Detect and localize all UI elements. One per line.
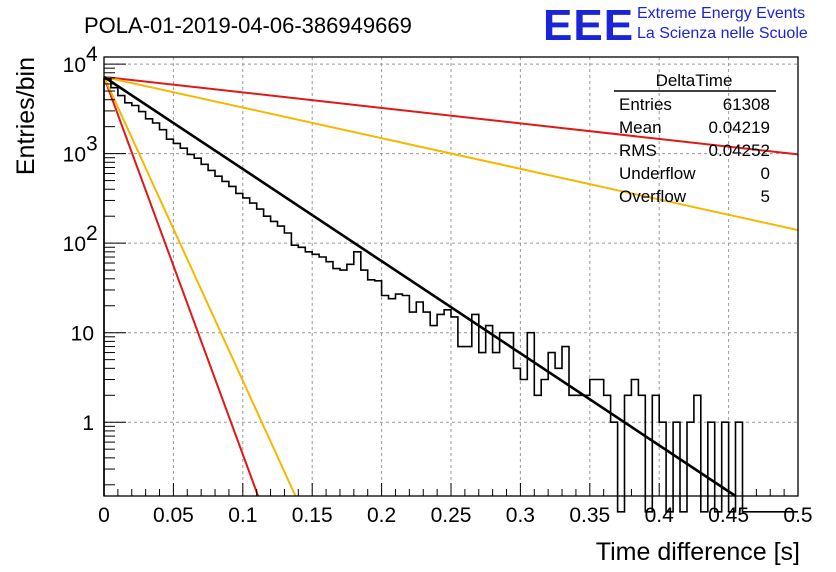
x-tick-label: 0 <box>98 504 110 527</box>
x-tick-label: 0.25 <box>431 504 472 527</box>
stats-row-value: 0.04219 <box>709 118 770 137</box>
y-tick-label: 10 <box>63 54 86 77</box>
stats-row-value: 61308 <box>723 95 770 114</box>
y-tick-label: 10 <box>63 233 86 256</box>
x-tick-label: 0.3 <box>506 504 535 527</box>
fit-curve <box>103 75 799 232</box>
stats-row-label: Entries <box>619 95 672 114</box>
logo-line-2: La Scienza nelle Scuole <box>637 25 808 42</box>
axis-ticks <box>103 63 799 496</box>
x-tick-label: 0.4 <box>645 504 675 527</box>
chart-title: POLA-01-2019-04-06-386949669 <box>84 13 412 38</box>
x-tick-label: 0.1 <box>228 504 257 527</box>
grid <box>104 57 798 496</box>
y-tick-label-exponent: 3 <box>86 133 98 156</box>
logo-line-1: Extreme Energy Events <box>637 5 805 22</box>
fit-curve-main <box>103 75 737 498</box>
x-axis-tick-labels: 0 0.05 0.1 0.15 0.2 0.25 0.3 0.35 0.4 0.45 0.5 <box>98 504 812 527</box>
x-tick-label: 0.45 <box>708 504 749 527</box>
histogram <box>103 78 798 513</box>
stats-row-value: 0.04252 <box>709 141 770 160</box>
y-tick-label-exponent: 2 <box>86 222 98 245</box>
x-tick-label: 0.15 <box>292 504 333 527</box>
x-axis-label: Time difference [s] <box>596 538 800 566</box>
fit-curve <box>103 76 260 497</box>
stats-row-label: Overflow <box>619 187 687 206</box>
y-tick-label: 10 <box>71 323 94 346</box>
x-tick-label: 0.2 <box>367 504 396 527</box>
stats-row-value: 5 <box>761 187 770 206</box>
x-tick-label: 0.05 <box>153 504 194 527</box>
stats-row-label: RMS <box>619 141 657 160</box>
fit-curve <box>103 76 297 497</box>
fit-curve <box>103 75 799 156</box>
y-tick-label: 1 <box>82 412 94 435</box>
y-tick-label: 10 <box>63 144 86 167</box>
stats-row-value: 0 <box>761 164 770 183</box>
stats-row-label: Mean <box>619 118 662 137</box>
stats-title: DeltaTime <box>656 71 733 90</box>
fit-curves <box>103 75 799 497</box>
y-axis-label: Entries/bin <box>12 57 40 175</box>
x-tick-label: 0.35 <box>569 504 610 527</box>
eee-logo: EEE <box>543 1 634 50</box>
y-tick-label-exponent: 4 <box>86 43 98 66</box>
x-tick-label: 0.5 <box>783 504 812 527</box>
stats-box: DeltaTime Entries 61308 Mean 0.04219 RMS… <box>614 71 776 206</box>
fit-curve-combined <box>103 75 737 498</box>
stats-row-label: Underflow <box>619 164 696 183</box>
